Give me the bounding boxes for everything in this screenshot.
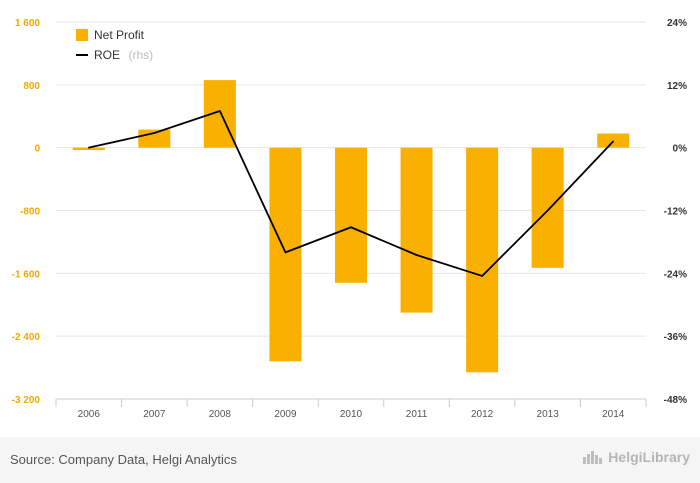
left-tick-label: 800 [23,81,40,92]
right-tick-label: 12% [667,81,687,92]
roe-point-2014 [612,140,615,143]
roe-point-2013 [546,209,549,212]
x-tick-label: 2009 [274,409,297,420]
right-tick-label: -36% [664,332,687,343]
left-tick-label: -800 [20,207,40,218]
roe-point-2007 [153,132,156,134]
left-tick-label: -2 400 [12,332,41,343]
x-tick-label: 2013 [537,409,560,420]
roe-point-2010 [350,226,352,229]
legend-label-roe-suffix: (rhs) [128,48,153,62]
right-tick-label: -24% [664,269,687,280]
chart: -3 200 -2 400 -1 600 -800 0 800 1 600 -48% -36%… [12,18,687,420]
left-tick-label: 1 600 [15,18,40,29]
source-text: Source: Company Data, Helgi Analytics [10,452,237,467]
bar-2011 [400,147,433,313]
bar-2006 [72,147,105,151]
left-axis: -3 200 -2 400 -1 600 -800 0 800 1 600 [12,18,41,406]
x-tick-label: 2007 [143,409,166,420]
bar-2013 [531,147,564,268]
right-tick-label: 24% [667,18,687,29]
legend: Net Profit ROE (rhs) [76,28,153,63]
roe-point-2006 [87,146,90,149]
bar-chart-icon [583,451,603,464]
x-tick-label: 2010 [340,409,363,420]
line-series [87,110,615,277]
right-tick-label: -12% [664,207,687,218]
legend-swatch-net-profit [76,29,88,41]
bar-2012 [466,147,499,373]
bar-2010 [335,147,367,283]
x-tick-label: 2011 [406,409,428,420]
left-tick-label: 0 [34,144,40,155]
bar-series [72,80,630,373]
bar-2009 [269,147,302,362]
brand-logo: HelgiLibrary [582,449,690,465]
legend-label-roe-name: ROE [94,48,120,62]
right-tick-label: -48% [664,395,687,406]
legend-label-roe: ROE (rhs) [94,46,153,63]
brand-name: HelgiLibrary [608,449,690,465]
roe-point-2009 [284,251,287,254]
x-tick-label: 2008 [209,409,232,420]
x-axis: 2006 2007 2008 2009 2010 2011 2012 2013 2014 [55,398,647,420]
legend-label-net-profit: Net Profit [94,28,145,42]
roe-point-2011 [415,254,418,256]
x-tick-label: 2014 [602,409,625,420]
roe-point-2012 [481,275,483,277]
x-tick-label: 2012 [471,409,494,420]
x-tick-label: 2006 [78,409,101,420]
roe-point-2008 [219,110,221,112]
left-tick-label: -1 600 [12,269,41,280]
right-tick-label: 0% [673,144,688,155]
right-axis: -48% -36% -24% -12% 0% 12% 24% [664,18,687,406]
left-tick-label: -3 200 [12,395,41,406]
footer: Source: Company Data, Helgi Analytics He… [0,437,700,483]
